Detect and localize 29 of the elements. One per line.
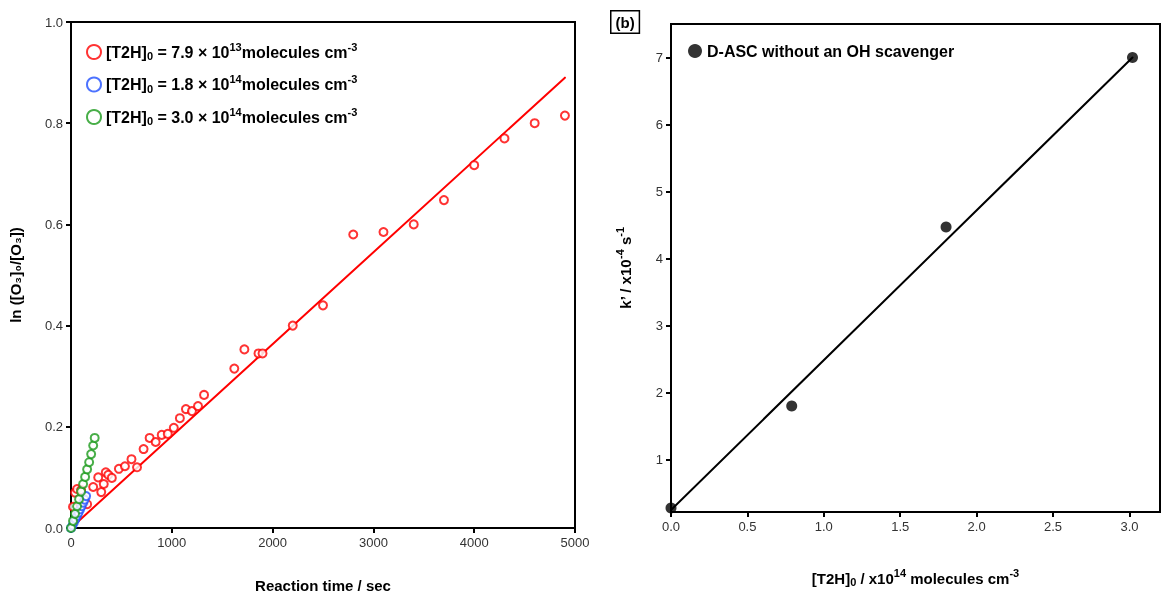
x-tick-label: 3.0 bbox=[1120, 519, 1139, 534]
x-tick-label: 1000 bbox=[157, 535, 187, 550]
x-tick-label: 2.5 bbox=[1043, 519, 1063, 534]
y-axis-title: k’ / x10-4 s-1 bbox=[613, 226, 634, 309]
x-tick-label: 2000 bbox=[258, 535, 288, 550]
y-tick-label: 0.2 bbox=[44, 419, 63, 435]
y-tick-label: 6 bbox=[655, 117, 663, 133]
x-tick-label: 1.5 bbox=[891, 519, 910, 534]
y-tick-label: 7 bbox=[655, 50, 663, 66]
y-tick-label: 5 bbox=[655, 184, 663, 200]
y-tick-label: 0.8 bbox=[44, 115, 63, 131]
legend-label: D-ASC without an OH scavenger bbox=[707, 42, 955, 60]
y-tick-label: 0.6 bbox=[44, 216, 63, 232]
y-tick-label: 4 bbox=[655, 251, 663, 267]
x-tick-label: 5000 bbox=[560, 535, 590, 550]
x-tick-label: 3000 bbox=[358, 535, 388, 550]
x-tick-label: 2.0 bbox=[967, 519, 986, 534]
y-tick-label: 2 bbox=[655, 385, 663, 401]
x-tick-label: 0.5 bbox=[738, 519, 757, 534]
y-axis-title: ln ([O₃]₀/[O₃]) bbox=[7, 227, 24, 323]
x-axis-title: Reaction time / sec bbox=[255, 577, 391, 594]
x-tick-label: 0 bbox=[67, 535, 75, 550]
y-tick-label: 1.0 bbox=[44, 14, 63, 30]
y-tick-label: 3 bbox=[655, 318, 663, 334]
text: (b) bbox=[615, 13, 635, 31]
x-tick-label: 4000 bbox=[459, 535, 489, 550]
y-tick-label: 1 bbox=[655, 452, 663, 468]
x-tick-label: 1.0 bbox=[814, 519, 833, 534]
y-tick-label: 0.4 bbox=[44, 318, 63, 334]
